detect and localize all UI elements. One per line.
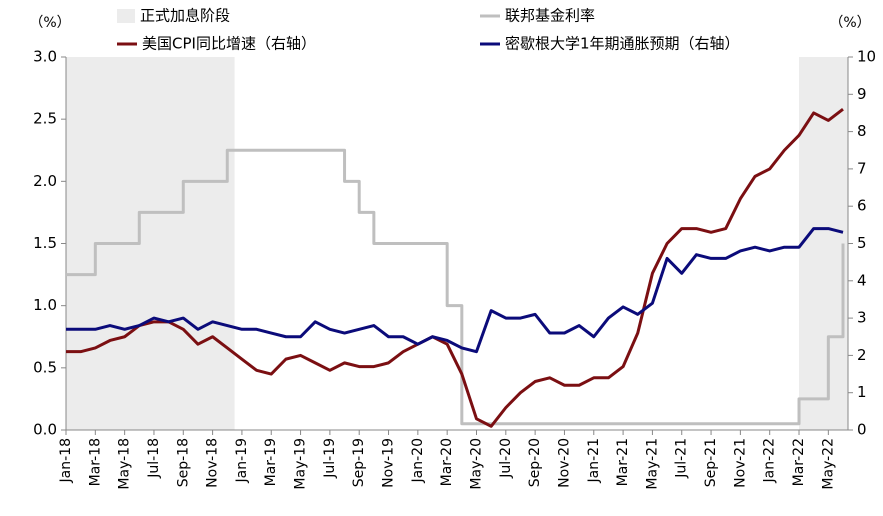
x-tick-label: Jan-19 — [234, 438, 250, 483]
y-tick-label: 1.0 — [33, 296, 57, 314]
y2-tick-label: 10 — [857, 48, 876, 66]
x-tick-label: May-22 — [820, 438, 836, 490]
x-tick-label: Jan-22 — [762, 438, 778, 483]
x-tick-label: Jul-18 — [146, 438, 162, 479]
x-tick-label: Mar-19 — [263, 438, 279, 486]
x-tick-label: Mar-22 — [791, 438, 807, 486]
x-tick-label: Mar-20 — [439, 438, 455, 486]
series-line — [66, 227, 844, 354]
x-tick-label: Jan-18 — [58, 438, 74, 483]
legend-label: 正式加息阶段 — [140, 7, 230, 25]
x-tick-label: May-21 — [644, 438, 660, 490]
y2-tick-label: 4 — [857, 271, 867, 289]
y2-tick-label: 1 — [857, 383, 867, 401]
y-tick-label: 0.0 — [33, 421, 57, 439]
y-axis-label: （%） — [29, 15, 70, 31]
hike-period — [799, 57, 848, 430]
x-tick-label: Sep-20 — [527, 438, 543, 487]
legend-label: 美国CPI同比增速（右轴） — [142, 35, 316, 53]
x-tick-label: May-20 — [468, 438, 484, 490]
x-tick-label: Jul-19 — [322, 438, 338, 479]
x-tick-label: Jul-21 — [674, 438, 690, 479]
legend-label: 联邦基金利率 — [505, 7, 595, 25]
x-tick-label: Nov-20 — [556, 438, 572, 488]
series-line — [66, 108, 844, 428]
hike-period — [66, 57, 235, 430]
y2-tick-label: 2 — [857, 346, 867, 364]
y2-tick-label: 8 — [857, 122, 867, 140]
legend-swatch — [117, 9, 135, 23]
y-tick-label: 0.5 — [33, 358, 57, 376]
x-tick-label: Jan-20 — [410, 438, 426, 483]
y-tick-label: 3.0 — [33, 48, 57, 66]
x-tick-label: Mar-21 — [615, 438, 631, 486]
y-tick-label: 1.5 — [33, 234, 57, 252]
series-line — [66, 148, 845, 426]
x-tick-label: Mar-18 — [87, 438, 103, 486]
legend-label: 密歇根大学1年期通胀预期（右轴） — [505, 35, 740, 53]
y-tick-label: 2.0 — [33, 172, 57, 190]
y2-axis-label: （%） — [829, 15, 870, 31]
x-tick-label: Jul-20 — [498, 438, 514, 479]
y2-tick-label: 6 — [857, 197, 867, 215]
y2-tick-label: 7 — [857, 159, 867, 177]
y2-tick-label: 9 — [857, 85, 867, 103]
x-tick-label: May-19 — [293, 438, 309, 490]
x-tick-label: Nov-19 — [381, 438, 397, 488]
x-tick-label: Jan-21 — [586, 438, 602, 483]
x-tick-label: Sep-19 — [351, 438, 367, 487]
y2-tick-label: 5 — [857, 234, 867, 252]
x-tick-label: Nov-21 — [732, 438, 748, 488]
y2-tick-label: 0 — [857, 421, 867, 439]
y-tick-label: 2.5 — [33, 110, 57, 128]
y2-tick-label: 3 — [857, 309, 867, 327]
x-tick-label: Sep-21 — [703, 438, 719, 487]
x-tick-label: Nov-18 — [205, 438, 221, 488]
x-tick-label: Sep-18 — [175, 438, 191, 487]
x-tick-label: May-18 — [117, 438, 133, 490]
